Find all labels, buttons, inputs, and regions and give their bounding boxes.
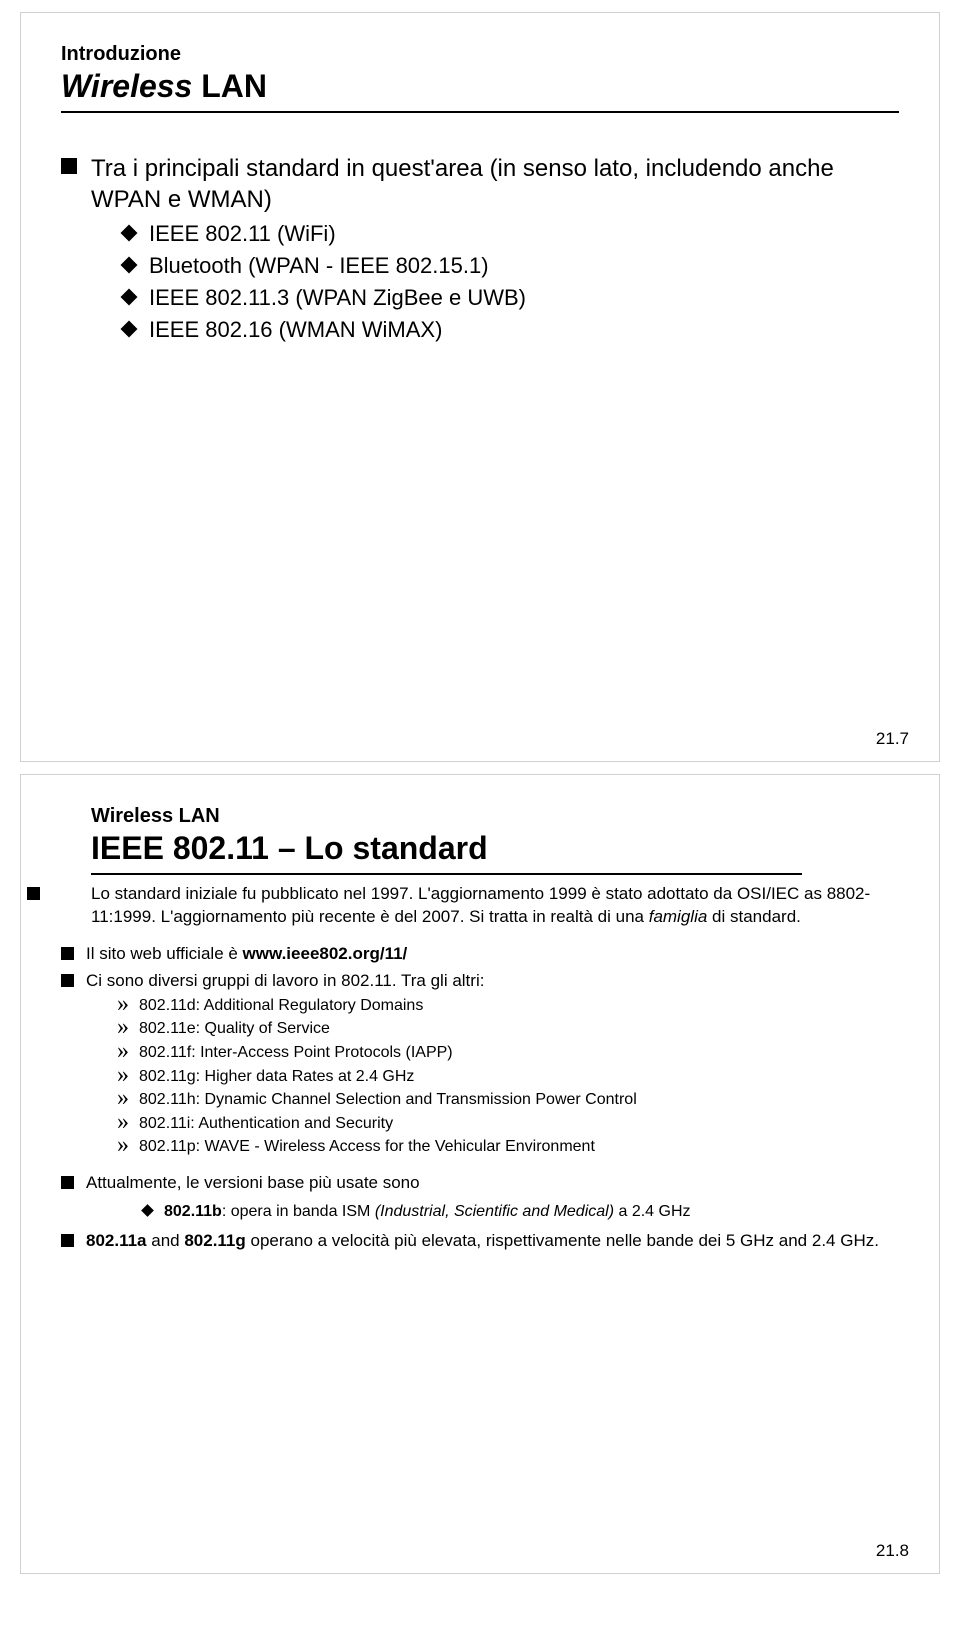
p5-row: 802.11b: opera in banda ISM (Industrial,… [141, 1201, 899, 1223]
slide2-pretitle: Wireless LAN [91, 805, 899, 828]
p5bold: 802.11b [164, 1203, 222, 1220]
p4-row: Attualmente, le versioni base più usate … [61, 1172, 899, 1195]
p6bold2: 802.11g [184, 1231, 245, 1250]
p6-text: 802.11a and 802.11g operano a velocità p… [86, 1230, 879, 1253]
bullet-text: Tra i principali standard in quest'area … [91, 153, 899, 215]
diamond-bullet-icon [121, 257, 138, 274]
square-bullet-icon [61, 974, 74, 987]
p5-text: 802.11b: opera in banda ISM (Industrial,… [164, 1201, 691, 1223]
diamond-bullet-icon [121, 225, 138, 242]
item-row-3: » 802.11g: Higher data Rates at 2.4 GHz [117, 1066, 899, 1088]
p4-text: Attualmente, le versioni base più usate … [86, 1172, 420, 1195]
p1b: di standard. [707, 907, 801, 926]
item-row-5: » 802.11i: Authentication and Security [117, 1113, 899, 1135]
p2a: Il sito web ufficiale è [86, 944, 243, 963]
sub-text: Bluetooth (WPAN - IEEE 802.15.1) [149, 253, 489, 279]
angle-bullet-icon: » [117, 1136, 129, 1154]
sub-row-2: Bluetooth (WPAN - IEEE 802.15.1) [121, 253, 899, 279]
slide2-titleblock: Wireless LAN IEEE 802.11 – Lo standard [61, 805, 899, 875]
sub-text: IEEE 802.16 (WMAN WiMAX) [149, 317, 442, 343]
item-row-6: » 802.11p: WAVE - Wireless Access for th… [117, 1136, 899, 1158]
page-number: 21.7 [876, 729, 909, 749]
p1-row: Lo standard iniziale fu pubblicato nel 1… [91, 883, 899, 929]
slide-2: Wireless LAN IEEE 802.11 – Lo standard L… [20, 774, 940, 1574]
p6b: operano a velocità più elevata, rispetti… [246, 1231, 879, 1250]
slide2-title: IEEE 802.11 – Lo standard [91, 830, 899, 867]
angle-bullet-icon: » [117, 1066, 129, 1084]
slide1-title: Wireless LAN [61, 68, 899, 105]
title-rule [91, 873, 802, 875]
p2-row: Il sito web ufficiale è www.ieee802.org/… [61, 943, 899, 966]
item-text: 802.11p: WAVE - Wireless Access for the … [139, 1136, 595, 1158]
angle-bullet-icon: » [117, 1089, 129, 1107]
p2b: www.ieee802.org/11/ [243, 944, 408, 963]
item-text: 802.11i: Authentication and Security [139, 1113, 393, 1135]
p5b: a 2.4 GHz [614, 1203, 690, 1220]
diamond-bullet-icon [141, 1204, 154, 1217]
sub-row-1: IEEE 802.11 (WiFi) [121, 221, 899, 247]
slide-1: Introduzione Wireless LAN Tra i principa… [20, 12, 940, 762]
title-rule [61, 111, 899, 113]
square-bullet-icon [27, 887, 40, 900]
item-text: 802.11f: Inter-Access Point Protocols (I… [139, 1042, 453, 1064]
p5a: : opera in banda ISM [222, 1203, 375, 1220]
item-row-0: » 802.11d: Additional Regulatory Domains [117, 995, 899, 1017]
item-row-2: » 802.11f: Inter-Access Point Protocols … [117, 1042, 899, 1064]
item-text: 802.11e: Quality of Service [139, 1018, 330, 1040]
sub-row-4: IEEE 802.16 (WMAN WiMAX) [121, 317, 899, 343]
item-row-1: » 802.11e: Quality of Service [117, 1018, 899, 1040]
page-number: 21.8 [876, 1541, 909, 1561]
diamond-bullet-icon [121, 321, 138, 338]
slide2-content: Lo standard iniziale fu pubblicato nel 1… [61, 883, 899, 1253]
angle-bullet-icon: » [117, 995, 129, 1013]
slide1-pretitle: Introduzione [61, 43, 899, 66]
bullet-row: Tra i principali standard in quest'area … [61, 153, 899, 215]
p6a: and [147, 1231, 185, 1250]
square-bullet-icon [61, 158, 77, 174]
square-bullet-icon [61, 1234, 74, 1247]
item-text: 802.11d: Additional Regulatory Domains [139, 995, 423, 1017]
p3-row: Ci sono diversi gruppi di lavoro in 802.… [61, 970, 899, 993]
p6-row: 802.11a and 802.11g operano a velocità p… [61, 1230, 899, 1253]
item-text: 802.11h: Dynamic Channel Selection and T… [139, 1089, 637, 1111]
angle-bullet-icon: » [117, 1113, 129, 1131]
p3-text: Ci sono diversi gruppi di lavoro in 802.… [86, 970, 484, 993]
item-row-4: » 802.11h: Dynamic Channel Selection and… [117, 1089, 899, 1111]
sub-row-3: IEEE 802.11.3 (WPAN ZigBee e UWB) [121, 285, 899, 311]
sub-text: IEEE 802.11 (WiFi) [149, 221, 336, 247]
p5italic: (Industrial, Scientific and Medical) [375, 1203, 614, 1220]
square-bullet-icon [61, 947, 74, 960]
sub-text: IEEE 802.11.3 (WPAN ZigBee e UWB) [149, 285, 526, 311]
angle-bullet-icon: » [117, 1042, 129, 1060]
p2-text: Il sito web ufficiale è www.ieee802.org/… [86, 943, 407, 966]
p1-text: Lo standard iniziale fu pubblicato nel 1… [91, 883, 899, 929]
p6bold: 802.11a [86, 1231, 147, 1250]
item-text: 802.11g: Higher data Rates at 2.4 GHz [139, 1066, 414, 1088]
title-italic-part: Wireless [61, 68, 192, 104]
p1italic: famiglia [649, 907, 708, 926]
title-plain-part: LAN [192, 68, 267, 104]
angle-bullet-icon: » [117, 1018, 129, 1036]
diamond-bullet-icon [121, 289, 138, 306]
square-bullet-icon [61, 1176, 74, 1189]
slide1-content: Tra i principali standard in quest'area … [61, 153, 899, 343]
